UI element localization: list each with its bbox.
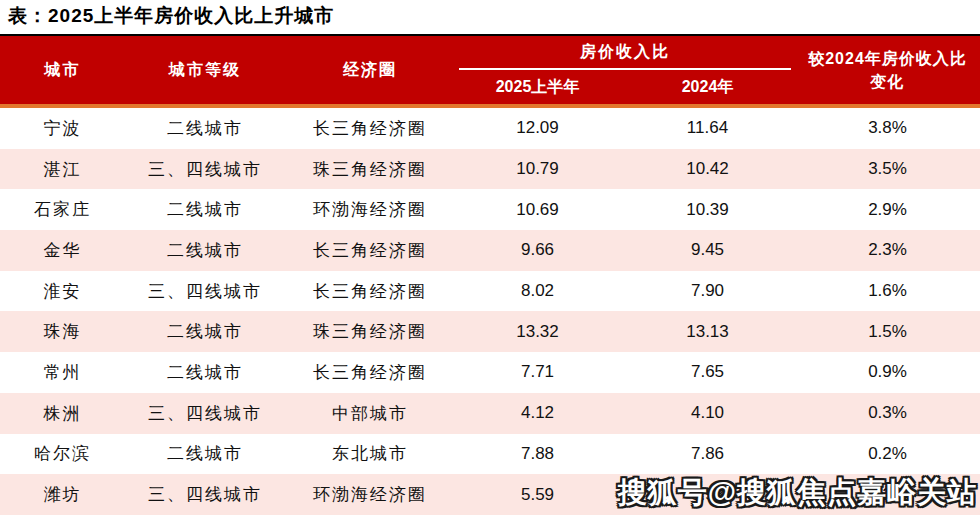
- header-change-vs-2024: 较2024年房价收入比变化: [795, 36, 980, 104]
- cell-tier: 三、四线城市: [125, 402, 285, 425]
- table-row: 珠海 二线城市 珠三角经济圈 13.32 13.13 1.5%: [0, 311, 980, 352]
- cell-tier: 二线城市: [125, 361, 285, 384]
- cell-tier: 三、四线城市: [125, 483, 285, 506]
- sohu-watermark: 搜狐号@搜狐焦点嘉峪关站: [618, 473, 977, 513]
- cell-circle: 长三角经济圈: [285, 117, 455, 140]
- cell-city: 金华: [0, 239, 125, 262]
- header-city: 城市: [0, 36, 125, 104]
- housing-price-income-table: 城市 城市等级 经济圈 房价收入比 2025上半年 2024年 较2024年房价…: [0, 34, 980, 515]
- cell-ratio-2024: 11.64: [620, 118, 795, 138]
- header-group-price-income-ratio: 房价收入比 2025上半年 2024年: [455, 36, 795, 104]
- cell-tier: 二线城市: [125, 320, 285, 343]
- cell-ratio-2024: 9.45: [620, 240, 795, 260]
- table-row: 宁波 二线城市 长三角经济圈 12.09 11.64 3.8%: [0, 108, 980, 149]
- cell-ratio-2025: 7.71: [455, 362, 620, 382]
- cell-ratio-2025: 7.88: [455, 444, 620, 464]
- cell-city: 淮安: [0, 280, 125, 303]
- cell-tier: 三、四线城市: [125, 158, 285, 181]
- table-header-row: 城市 城市等级 经济圈 房价收入比 2025上半年 2024年 较2024年房价…: [0, 36, 980, 104]
- cell-city: 湛江: [0, 158, 125, 181]
- header-city-tier: 城市等级: [125, 36, 285, 104]
- cell-tier: 二线城市: [125, 117, 285, 140]
- cell-change: 1.5%: [795, 322, 980, 342]
- cell-circle: 珠三角经济圈: [285, 158, 455, 181]
- table-row: 金华 二线城市 长三角经济圈 9.66 9.45 2.3%: [0, 230, 980, 271]
- table-row: 常州 二线城市 长三角经济圈 7.71 7.65 0.9%: [0, 352, 980, 393]
- cell-city: 常州: [0, 361, 125, 384]
- header-economic-circle: 经济圈: [285, 36, 455, 104]
- cell-ratio-2024: 4.10: [620, 403, 795, 423]
- table-row: 湛江 三、四线城市 珠三角经济圈 10.79 10.42 3.5%: [0, 149, 980, 190]
- cell-ratio-2025: 9.66: [455, 240, 620, 260]
- cell-tier: 三、四线城市: [125, 280, 285, 303]
- cell-change: 2.9%: [795, 200, 980, 220]
- table-body: 宁波 二线城市 长三角经济圈 12.09 11.64 3.8% 湛江 三、四线城…: [0, 108, 980, 515]
- cell-ratio-2025: 10.79: [455, 159, 620, 179]
- cell-city: 哈尔滨: [0, 442, 125, 465]
- cell-circle: 东北城市: [285, 442, 455, 465]
- cell-ratio-2024: 10.42: [620, 159, 795, 179]
- cell-city: 株洲: [0, 402, 125, 425]
- cell-ratio-2024: 7.65: [620, 362, 795, 382]
- cell-tier: 二线城市: [125, 442, 285, 465]
- header-group-label: 房价收入比: [455, 36, 795, 68]
- cell-city: 石家庄: [0, 198, 125, 221]
- cell-city: 珠海: [0, 320, 125, 343]
- cell-circle: 长三角经济圈: [285, 361, 455, 384]
- header-2024: 2024年: [620, 70, 795, 104]
- cell-circle: 长三角经济圈: [285, 280, 455, 303]
- cell-change: 0.9%: [795, 362, 980, 382]
- cell-ratio-2025: 5.59: [455, 485, 620, 505]
- cell-circle: 环渤海经济圈: [285, 198, 455, 221]
- cell-tier: 二线城市: [125, 239, 285, 262]
- table-row: 株洲 三、四线城市 中部城市 4.12 4.10 0.3%: [0, 393, 980, 434]
- cell-change: 3.5%: [795, 159, 980, 179]
- cell-city: 潍坊: [0, 483, 125, 506]
- cell-tier: 二线城市: [125, 198, 285, 221]
- cell-circle: 珠三角经济圈: [285, 320, 455, 343]
- cell-change: 3.8%: [795, 118, 980, 138]
- table-row: 哈尔滨 二线城市 东北城市 7.88 7.86 0.2%: [0, 434, 980, 475]
- cell-ratio-2025: 8.02: [455, 281, 620, 301]
- cell-ratio-2025: 10.69: [455, 200, 620, 220]
- cell-ratio-2024: 13.13: [620, 322, 795, 342]
- page: 表：2025上半年房价收入比上升城市 城市 城市等级 经济圈 房价收入比 202…: [0, 0, 980, 522]
- cell-ratio-2024: 7.90: [620, 281, 795, 301]
- cell-city: 宁波: [0, 117, 125, 140]
- cell-change: 0.3%: [795, 403, 980, 423]
- table-title: 表：2025上半年房价收入比上升城市: [8, 3, 334, 29]
- table-row: 淮安 三、四线城市 长三角经济圈 8.02 7.90 1.6%: [0, 271, 980, 312]
- cell-ratio-2024: 10.39: [620, 200, 795, 220]
- cell-change: 1.6%: [795, 281, 980, 301]
- cell-change: 0.2%: [795, 444, 980, 464]
- cell-ratio-2025: 4.12: [455, 403, 620, 423]
- cell-circle: 环渤海经济圈: [285, 483, 455, 506]
- cell-ratio-2025: 13.32: [455, 322, 620, 342]
- cell-ratio-2024: 7.86: [620, 444, 795, 464]
- header-2025-h1: 2025上半年: [455, 70, 620, 104]
- cell-change: 2.3%: [795, 240, 980, 260]
- header-group-subcolumns: 2025上半年 2024年: [455, 70, 795, 104]
- cell-circle: 长三角经济圈: [285, 239, 455, 262]
- cell-circle: 中部城市: [285, 402, 455, 425]
- table-row: 石家庄 二线城市 环渤海经济圈 10.69 10.39 2.9%: [0, 189, 980, 230]
- cell-ratio-2025: 12.09: [455, 118, 620, 138]
